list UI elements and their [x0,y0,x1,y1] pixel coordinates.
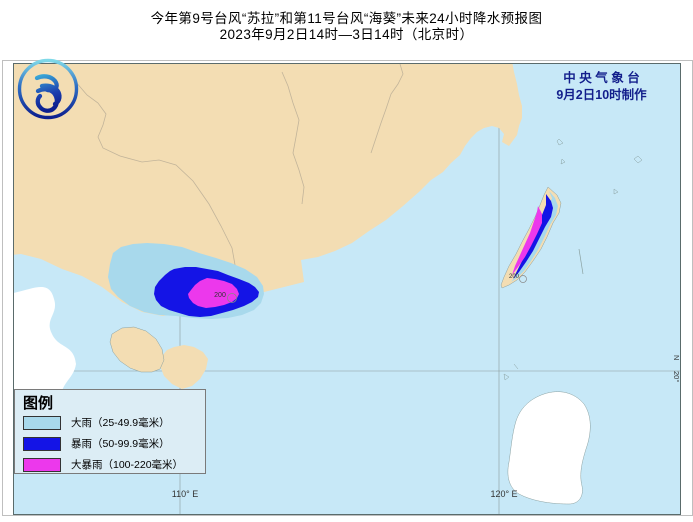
svg-text:200: 200 [214,292,226,299]
svg-text:200: 200 [509,274,520,280]
